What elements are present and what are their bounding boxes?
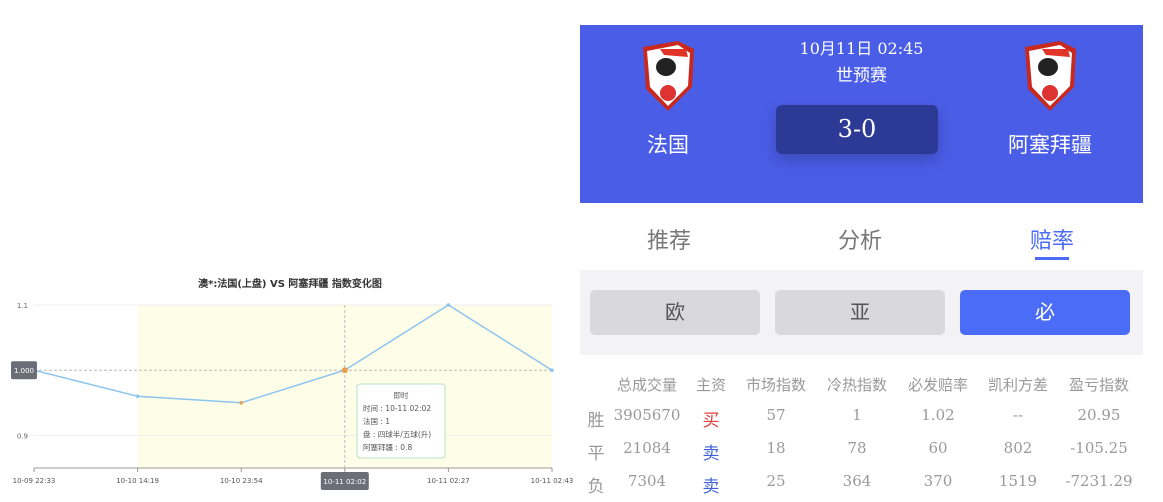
match-time: 10月11日 02:45 xyxy=(799,39,924,58)
table-cell: -7231.29 xyxy=(1065,472,1133,490)
tooltip-title: 即时 xyxy=(394,390,409,400)
x-crosshair-label-bg xyxy=(320,472,369,490)
odds-type-betfair-button[interactable]: 必 xyxy=(960,290,1130,335)
x-tick-label: 10-10 23:54 xyxy=(220,477,263,485)
table-cell: -- xyxy=(1012,406,1024,424)
odds-type-asia-button[interactable]: 亚 xyxy=(775,290,945,335)
table-cell: 1 xyxy=(852,406,862,424)
table-header: 总成交量 主资 市场指数 冷热指数 必发赔率 凯利方差 盈亏指数 xyxy=(580,374,1143,404)
odds-type-bar: 欧 亚 必 xyxy=(580,270,1143,355)
y-tick-label: 0.9 xyxy=(17,432,28,440)
table-cell: 18 xyxy=(766,439,786,457)
table-cell: 57 xyxy=(766,406,786,424)
table-cell: 买 xyxy=(702,411,720,431)
table-cell: 1519 xyxy=(998,472,1038,490)
y-tick-label: 1.1 xyxy=(17,302,28,310)
table-cell: 3905670 xyxy=(613,406,681,424)
home-team-logo xyxy=(643,41,694,111)
tooltip-line: 法国 : 1 xyxy=(363,416,390,426)
table-cell: 364 xyxy=(842,472,872,490)
table-row: 胜 3905670 买 57 1 1.02 -- 20.95 xyxy=(580,406,1143,436)
y-crosshair-label-bg xyxy=(11,361,37,380)
data-point xyxy=(341,367,348,374)
x-tick-label: 10-11 02:27 xyxy=(427,477,470,485)
column-header: 必发赔率 xyxy=(907,376,968,394)
column-header: 盈亏指数 xyxy=(1068,376,1129,394)
tab-recommend[interactable]: 推荐 xyxy=(646,229,691,254)
table-cell: -105.25 xyxy=(1070,439,1128,457)
table-cell: 7304 xyxy=(627,472,667,490)
table-cell: 802 xyxy=(1003,439,1033,457)
table-cell: 卖 xyxy=(702,477,720,497)
tooltip-line: 阿塞拜疆 : 0.8 xyxy=(363,442,412,452)
table-cell: 卖 xyxy=(702,444,720,464)
tab-analysis[interactable]: 分析 xyxy=(837,229,882,254)
match-header: 10月11日 02:45 世预赛 3-0 法国 阿塞拜疆 xyxy=(580,25,1143,203)
home-team-name: 法国 xyxy=(647,133,689,157)
table-row: 平 21084 卖 18 78 60 802 -105.25 xyxy=(580,439,1143,469)
table-cell: 78 xyxy=(847,439,867,457)
main-tabs: 推荐 分析 赔率 xyxy=(580,215,1143,265)
table-cell: 60 xyxy=(928,439,948,457)
series-line xyxy=(33,304,553,404)
table-cell: 370 xyxy=(923,472,953,490)
x-crosshair-label: 10-11 02:02 xyxy=(323,478,366,486)
odds-type-euro-button[interactable]: 欧 xyxy=(590,290,760,335)
odds-change-chart: 澳*:法国(上盘) VS 阿塞拜疆 指数变化图 1.1 0.9 10-09 22:33… xyxy=(11,277,574,490)
row-label: 平 xyxy=(587,444,605,464)
column-header: 主资 xyxy=(695,376,726,394)
x-tick-label: 10-11 02:43 xyxy=(531,477,574,485)
league-name: 世预赛 xyxy=(836,66,887,86)
column-header: 凯利方差 xyxy=(987,376,1048,394)
column-header: 总成交量 xyxy=(616,376,677,394)
table-row: 负 7304 卖 25 364 370 1519 -7231.29 xyxy=(580,472,1143,502)
y-crosshair-label: 1.000 xyxy=(14,367,34,375)
row-label: 胜 xyxy=(587,411,605,431)
row-label: 负 xyxy=(587,477,605,497)
tooltip-line: 盘 : 四球半/五球(升) xyxy=(363,429,431,439)
away-team-logo xyxy=(1025,41,1076,111)
chart-title: 澳*:法国(上盘) VS 阿塞拜疆 指数变化图 xyxy=(198,277,382,290)
away-team-name: 阿塞拜疆 xyxy=(1008,133,1092,157)
data-point xyxy=(446,303,451,307)
active-tab-indicator xyxy=(1035,257,1069,260)
tooltip-line: 时间 : 10-11 02:02 xyxy=(363,403,431,413)
table-cell: 21084 xyxy=(623,439,671,457)
tooltip-box xyxy=(356,383,446,459)
column-header: 冷热指数 xyxy=(826,376,887,394)
x-tick-label: 10-10 14:19 xyxy=(116,477,159,485)
table-cell: 1.02 xyxy=(921,406,955,424)
score-box: 3-0 xyxy=(776,105,938,154)
tab-odds[interactable]: 赔率 xyxy=(1029,229,1074,254)
x-tick-label: 10-09 22:33 xyxy=(13,477,56,485)
column-header: 市场指数 xyxy=(745,376,806,394)
data-point xyxy=(239,401,243,405)
table-cell: 25 xyxy=(766,472,786,490)
data-point xyxy=(135,394,140,399)
data-point xyxy=(550,368,554,372)
table-cell: 20.95 xyxy=(1077,406,1121,424)
